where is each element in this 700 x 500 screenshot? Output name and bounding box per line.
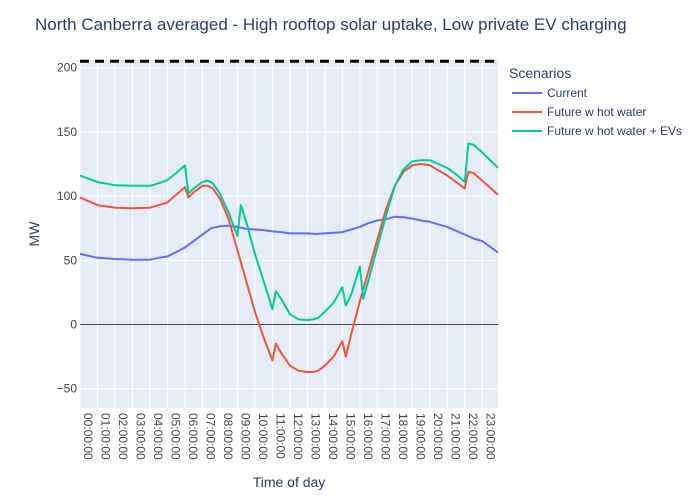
x-tick-label: 21:00:00 <box>448 413 462 460</box>
x-tick-label: 14:00:00 <box>326 413 340 460</box>
legend-title: Scenarios <box>509 65 571 81</box>
x-tick-label: 23:00:00 <box>483 413 497 460</box>
x-tick-label: 01:00:00 <box>98 413 112 460</box>
y-tick-label: 0 <box>70 318 77 332</box>
y-tick-labels: −50 0 50 100 150 200 <box>57 61 78 396</box>
series-line-3[interactable] <box>79 142 499 321</box>
x-tick-labels: 00:00:00 01:00:00 02:00:00 03:00:00 04:00:00… <box>81 413 497 460</box>
x-tick-label: 19:00:00 <box>413 413 427 460</box>
x-tick-label: 07:00:00 <box>203 413 217 460</box>
x-tick-label: 17:00:00 <box>378 413 392 460</box>
x-tick-label: 08:00:00 <box>221 413 235 460</box>
x-tick-label: 18:00:00 <box>396 413 410 460</box>
x-tick-label: 16:00:00 <box>361 413 375 460</box>
y-tick-label: 50 <box>64 253 78 267</box>
x-tick-label: 02:00:00 <box>116 413 130 460</box>
legend-entry-label[interactable]: Future w hot water + EVs <box>547 124 682 138</box>
x-tick-label: 09:00:00 <box>238 413 252 460</box>
legend[interactable]: Scenarios Current Future w hot water Futur… <box>509 65 682 138</box>
x-tick-label: 11:00:00 <box>273 413 287 459</box>
x-tick-label: 00:00:00 <box>81 413 95 460</box>
x-tick-label: 12:00:00 <box>291 413 305 460</box>
x-tick-label: 05:00:00 <box>168 413 182 460</box>
y-tick-label: −50 <box>57 382 78 396</box>
y-axis-label: MW <box>26 221 42 247</box>
y-tick-label: 150 <box>57 125 77 139</box>
x-tick-label: 20:00:00 <box>431 413 445 460</box>
chart-title: North Canberra averaged - High rooftop s… <box>35 15 627 34</box>
x-tick-label: 04:00:00 <box>151 413 165 460</box>
reference-lines <box>80 59 498 326</box>
x-tick-label: 03:00:00 <box>133 413 147 460</box>
series-line-1[interactable] <box>79 215 499 261</box>
x-axis-label: Time of day <box>253 474 326 490</box>
x-tick-label: 22:00:00 <box>466 413 480 460</box>
x-tick-label: 15:00:00 <box>343 413 357 460</box>
series-layer <box>79 142 499 373</box>
legend-entry-label[interactable]: Current <box>547 86 588 100</box>
x-tick-label: 10:00:00 <box>256 413 270 460</box>
y-tick-label: 100 <box>57 189 77 203</box>
x-tick-label: 13:00:00 <box>308 413 322 460</box>
legend-entry-label[interactable]: Future w hot water <box>547 105 646 119</box>
series-line-2[interactable] <box>79 163 499 373</box>
x-tick-label: 06:00:00 <box>186 413 200 460</box>
y-tick-label: 200 <box>57 61 77 75</box>
